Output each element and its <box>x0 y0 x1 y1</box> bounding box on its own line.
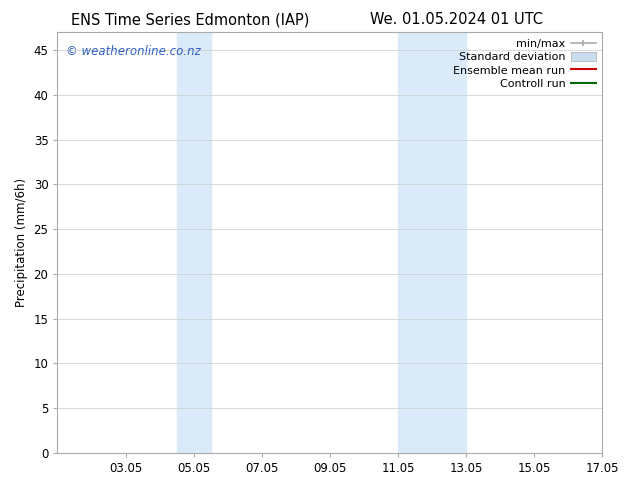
Y-axis label: Precipitation (mm/6h): Precipitation (mm/6h) <box>15 178 28 307</box>
Text: ENS Time Series Edmonton (IAP): ENS Time Series Edmonton (IAP) <box>71 12 309 27</box>
Bar <box>177 32 210 453</box>
Bar <box>398 32 466 453</box>
Text: © weatheronline.co.nz: © weatheronline.co.nz <box>66 45 200 58</box>
Legend: min/max, Standard deviation, Ensemble mean run, Controll run: min/max, Standard deviation, Ensemble me… <box>450 35 599 92</box>
Text: We. 01.05.2024 01 UTC: We. 01.05.2024 01 UTC <box>370 12 543 27</box>
